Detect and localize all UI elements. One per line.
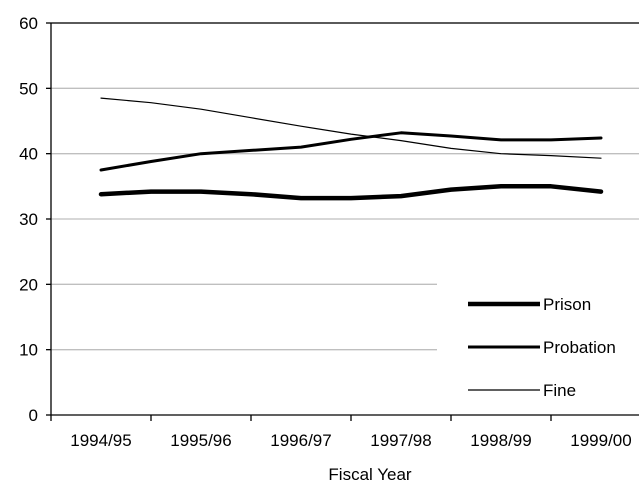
x-tick-label: 1998/99 (470, 431, 531, 450)
y-tick-label: 50 (19, 79, 38, 98)
series-lines (98, 97, 604, 201)
x-tick-label: 1997/98 (370, 431, 431, 450)
x-tick-label: 1994/95 (70, 431, 131, 450)
y-tick-label: 10 (19, 341, 38, 360)
y-tick-label: 30 (19, 210, 38, 229)
legend-label-prison: Prison (543, 295, 591, 314)
y-tick-label: 20 (19, 275, 38, 294)
legend-label-fine: Fine (543, 381, 576, 400)
series-line-probation (99, 131, 603, 172)
x-tick-labels: 1994/95 1995/96 1996/97 1997/98 1998/99 1999/… (70, 431, 631, 450)
x-tick-label: 1995/96 (170, 431, 231, 450)
y-tick-label: 60 (19, 14, 38, 33)
series-line-prison (98, 184, 604, 201)
legend-label-probation: Probation (543, 338, 616, 357)
x-tick-label: 1999/00 (570, 431, 631, 450)
x-tick-label: 1996/97 (270, 431, 331, 450)
axes (46, 22, 639, 421)
legend: Prison Probation Fine (468, 295, 616, 400)
y-tick-labels: 0 10 20 30 40 50 60 (19, 14, 38, 425)
x-axis-title: Fiscal Year (328, 465, 411, 484)
y-tick-label: 0 (29, 406, 38, 425)
y-tick-label: 40 (19, 145, 38, 164)
series-line-fine (100, 97, 602, 159)
